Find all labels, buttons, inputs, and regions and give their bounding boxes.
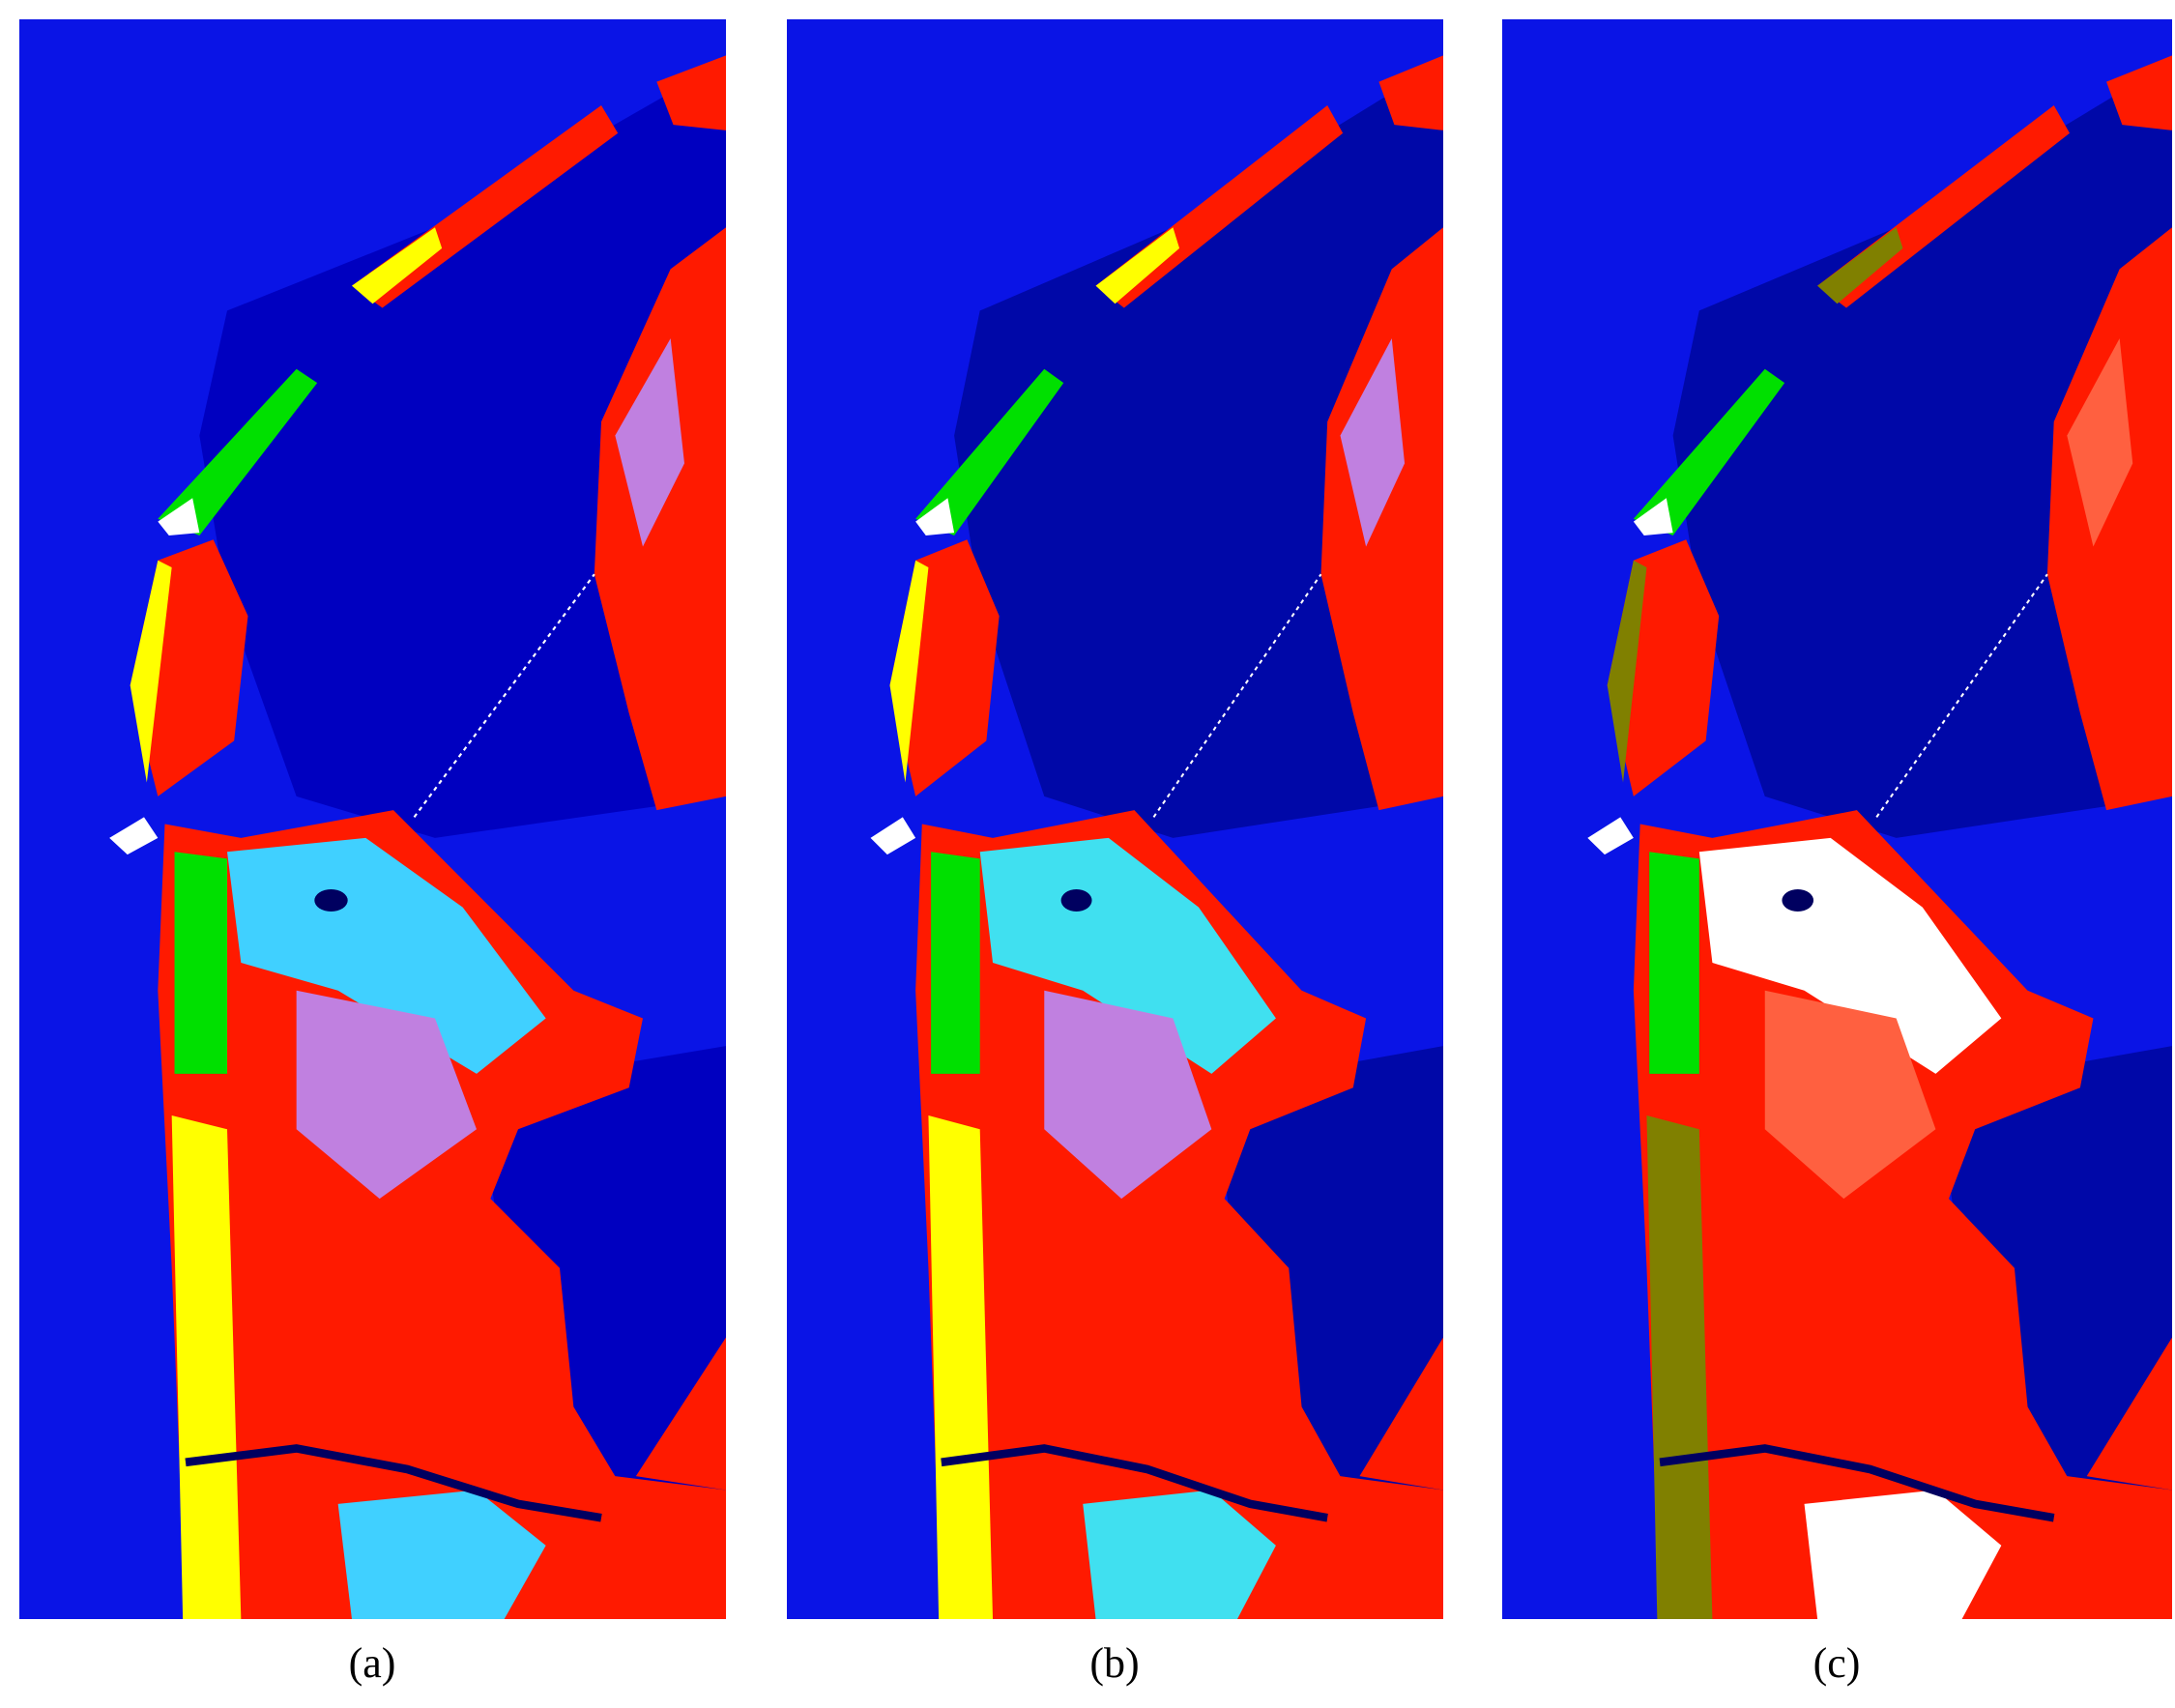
panel-label: (a) (349, 1639, 396, 1687)
panel-label: (b) (1089, 1639, 1139, 1687)
panel-label: (c) (1813, 1639, 1861, 1687)
map-panel-a (19, 19, 726, 1619)
map-panel-b (787, 19, 1443, 1619)
map-panel-c (1502, 19, 2172, 1619)
